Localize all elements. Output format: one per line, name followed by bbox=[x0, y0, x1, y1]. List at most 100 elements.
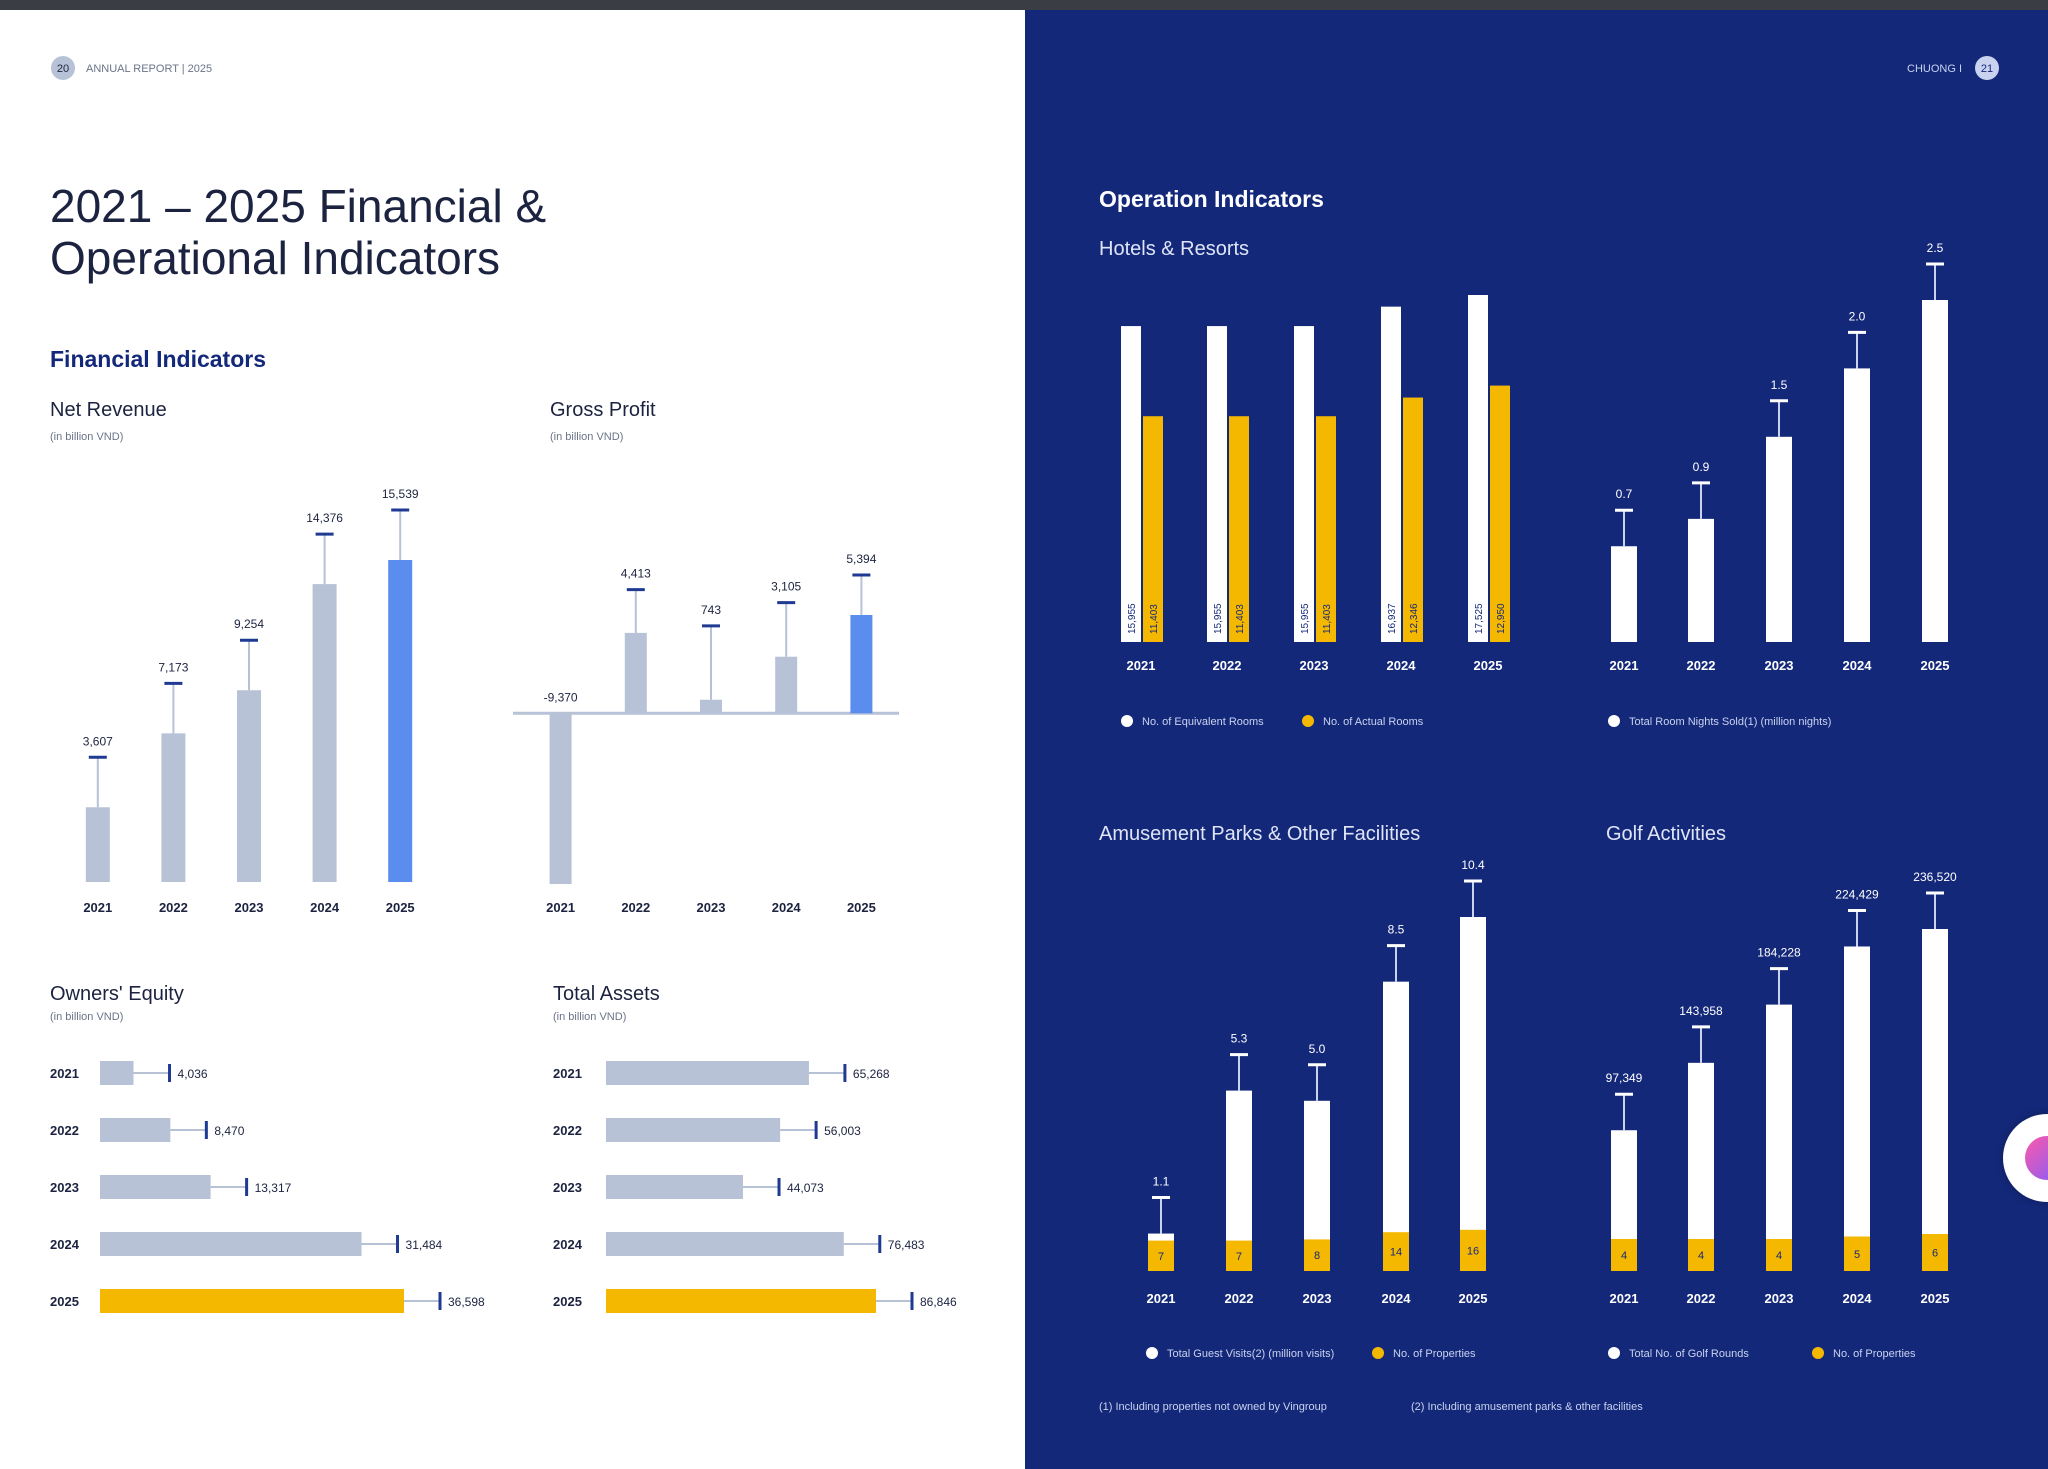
hotels-actual-bar-2025 bbox=[1490, 385, 1510, 642]
hotels-tick-2025: 2025 bbox=[1474, 658, 1503, 673]
total-assets-subtitle: (in billion VND) bbox=[553, 1011, 626, 1023]
net-revenue-bar-2023 bbox=[237, 690, 261, 882]
legend-dot-guest-visits bbox=[1146, 1347, 1158, 1359]
amusement-value-2024: 8.5 bbox=[1388, 923, 1405, 937]
hotels-equivalent-bar-2025 bbox=[1468, 295, 1488, 642]
chapter-label: CHUONG I bbox=[1907, 63, 1962, 75]
hotels-tick-2023: 2023 bbox=[1300, 658, 1329, 673]
golf-properties-bar-2025 bbox=[1922, 1234, 1948, 1271]
total-assets-bar-2022 bbox=[606, 1118, 781, 1142]
hotels-title: Hotels & Resorts bbox=[1099, 238, 1249, 260]
owners-equity-bar-2021 bbox=[100, 1061, 134, 1085]
hotels-equivalent-bar-2022 bbox=[1207, 326, 1227, 642]
owners-equity-tick-2022: 2022 bbox=[50, 1123, 79, 1138]
gross-profit-value-2021: -9,370 bbox=[544, 690, 578, 704]
legend-label-actual-rooms: No. of Actual Rooms bbox=[1323, 716, 1424, 728]
amusement-tick-2022: 2022 bbox=[1225, 1291, 1254, 1306]
right-header: CHUONG I 21 bbox=[1907, 56, 1999, 80]
golf-bar-2023 bbox=[1766, 1004, 1792, 1271]
operation-heading: Operation Indicators bbox=[1099, 186, 1324, 212]
gross-profit-tick-2021: 2021 bbox=[546, 900, 575, 915]
total-assets-tick-2024: 2024 bbox=[553, 1237, 583, 1252]
gross-profit-title: Gross Profit bbox=[550, 399, 656, 421]
amusement-tick-2021: 2021 bbox=[1147, 1291, 1176, 1306]
hotels-tick-2024: 2024 bbox=[1387, 658, 1417, 673]
net-revenue-value-2024: 14,376 bbox=[306, 511, 343, 525]
net-revenue-bar-2025 bbox=[388, 560, 413, 882]
owners-equity-value-2024: 31,484 bbox=[406, 1238, 443, 1252]
amusement-value-2023: 5.0 bbox=[1309, 1042, 1326, 1056]
amusement-properties-bar-2024 bbox=[1383, 1232, 1409, 1271]
room-nights-tick-2025: 2025 bbox=[1921, 658, 1950, 673]
golf-properties-label-2021: 4 bbox=[1621, 1250, 1627, 1262]
owners-equity-bar-2025 bbox=[100, 1289, 404, 1313]
right-page-number-badge bbox=[1975, 56, 1999, 80]
hotels-actual-label-2023: 11,403 bbox=[1322, 604, 1333, 634]
net-revenue-bar-2021 bbox=[85, 807, 110, 882]
hotels-tick-2021: 2021 bbox=[1127, 658, 1156, 673]
hotels-legend: No. of Equivalent Rooms No. of Actual Ro… bbox=[1121, 715, 1424, 728]
owners-equity-subtitle: (in billion VND) bbox=[50, 1011, 123, 1023]
viewer-top-bar bbox=[0, 0, 2048, 10]
room-nights-bar-2023 bbox=[1766, 436, 1792, 642]
room-nights-value-2022: 0.9 bbox=[1693, 460, 1710, 474]
page-title-line1: 2021 – 2025 Financial & bbox=[50, 180, 546, 232]
amusement-properties-bar-2025 bbox=[1460, 1229, 1486, 1271]
total-assets-value-2024: 76,483 bbox=[888, 1238, 925, 1252]
hotels-equivalent-bar-2021 bbox=[1121, 326, 1141, 642]
room-nights-value-2024: 2.0 bbox=[1849, 309, 1866, 323]
hotels-rooms-chart: 15,955 11,403 2021 15,955 11,403 2022 15,955 11… bbox=[1121, 295, 1510, 673]
amusement-properties-bar-2023 bbox=[1304, 1239, 1330, 1271]
golf-tick-2022: 2022 bbox=[1687, 1291, 1716, 1306]
hotels-equivalent-label-2022: 15,955 bbox=[1213, 603, 1224, 634]
owners-equity-tick-2021: 2021 bbox=[50, 1066, 79, 1081]
amusement-properties-bar-2021 bbox=[1148, 1240, 1174, 1271]
golf-value-2022: 143,958 bbox=[1679, 1004, 1723, 1018]
total-assets-bar-2021 bbox=[606, 1061, 809, 1085]
golf-properties-label-2025: 6 bbox=[1932, 1248, 1938, 1260]
amusement-tick-2024: 2024 bbox=[1382, 1291, 1412, 1306]
hotels-actual-bar-2023 bbox=[1316, 416, 1336, 642]
legend-label-amusement-properties: No. of Properties bbox=[1393, 1348, 1476, 1360]
page-number-badge bbox=[51, 56, 75, 80]
amusement-tick-2025: 2025 bbox=[1459, 1291, 1488, 1306]
golf-value-2025: 236,520 bbox=[1913, 870, 1957, 884]
total-assets-title: Total Assets bbox=[553, 983, 660, 1005]
room-nights-value-2023: 1.5 bbox=[1771, 378, 1788, 392]
hotels-equivalent-bar-2023 bbox=[1294, 326, 1314, 642]
owners-equity-value-2023: 13,317 bbox=[255, 1181, 292, 1195]
financial-heading: Financial Indicators bbox=[50, 346, 266, 372]
owners-equity-value-2025: 36,598 bbox=[448, 1295, 485, 1309]
hotels-equivalent-label-2021: 15,955 bbox=[1127, 603, 1138, 634]
golf-properties-bar-2023 bbox=[1766, 1239, 1792, 1271]
hotels-actual-label-2025: 12,950 bbox=[1496, 603, 1507, 634]
hotels-equivalent-bar-2024 bbox=[1381, 306, 1401, 642]
net-revenue-value-2025: 15,539 bbox=[382, 487, 419, 501]
left-page-number: 20 bbox=[57, 63, 69, 75]
net-revenue-tick-2021: 2021 bbox=[83, 900, 112, 915]
footnote-1: (1) Including properties not owned by Vi… bbox=[1099, 1401, 1327, 1413]
room-nights-tick-2023: 2023 bbox=[1765, 658, 1794, 673]
page-title-line2: Operational Indicators bbox=[50, 232, 500, 284]
gross-profit-bar-2025 bbox=[850, 615, 873, 714]
total-assets-value-2023: 44,073 bbox=[787, 1181, 824, 1195]
owners-equity-tick-2023: 2023 bbox=[50, 1180, 79, 1195]
hotels-equivalent-label-2024: 16,937 bbox=[1387, 603, 1398, 634]
golf-properties-bar-2022 bbox=[1688, 1239, 1714, 1271]
room-nights-legend: Total Room Nights Sold(1) (million night… bbox=[1608, 715, 1831, 728]
assistant-icon bbox=[2025, 1136, 2048, 1180]
amusement-bar-2024 bbox=[1383, 981, 1409, 1271]
legend-dot-actual-rooms bbox=[1302, 715, 1314, 727]
gross-profit-tick-2024: 2024 bbox=[772, 900, 802, 915]
golf-bar-2024 bbox=[1844, 946, 1870, 1271]
amusement-properties-label-2022: 7 bbox=[1236, 1251, 1242, 1263]
footnote-2: (2) Including amusement parks & other fa… bbox=[1411, 1401, 1643, 1413]
net-revenue-chart: 2021 3,607 2022 7,173 2023 9,254 2024 14,376 202… bbox=[83, 487, 419, 915]
room-nights-tick-2022: 2022 bbox=[1687, 658, 1716, 673]
legend-label-golf-properties: No. of Properties bbox=[1833, 1348, 1916, 1360]
total-assets-value-2025: 86,846 bbox=[920, 1295, 957, 1309]
right-page-number: 21 bbox=[1981, 63, 1993, 75]
golf-title: Golf Activities bbox=[1606, 823, 1726, 845]
golf-tick-2021: 2021 bbox=[1610, 1291, 1639, 1306]
